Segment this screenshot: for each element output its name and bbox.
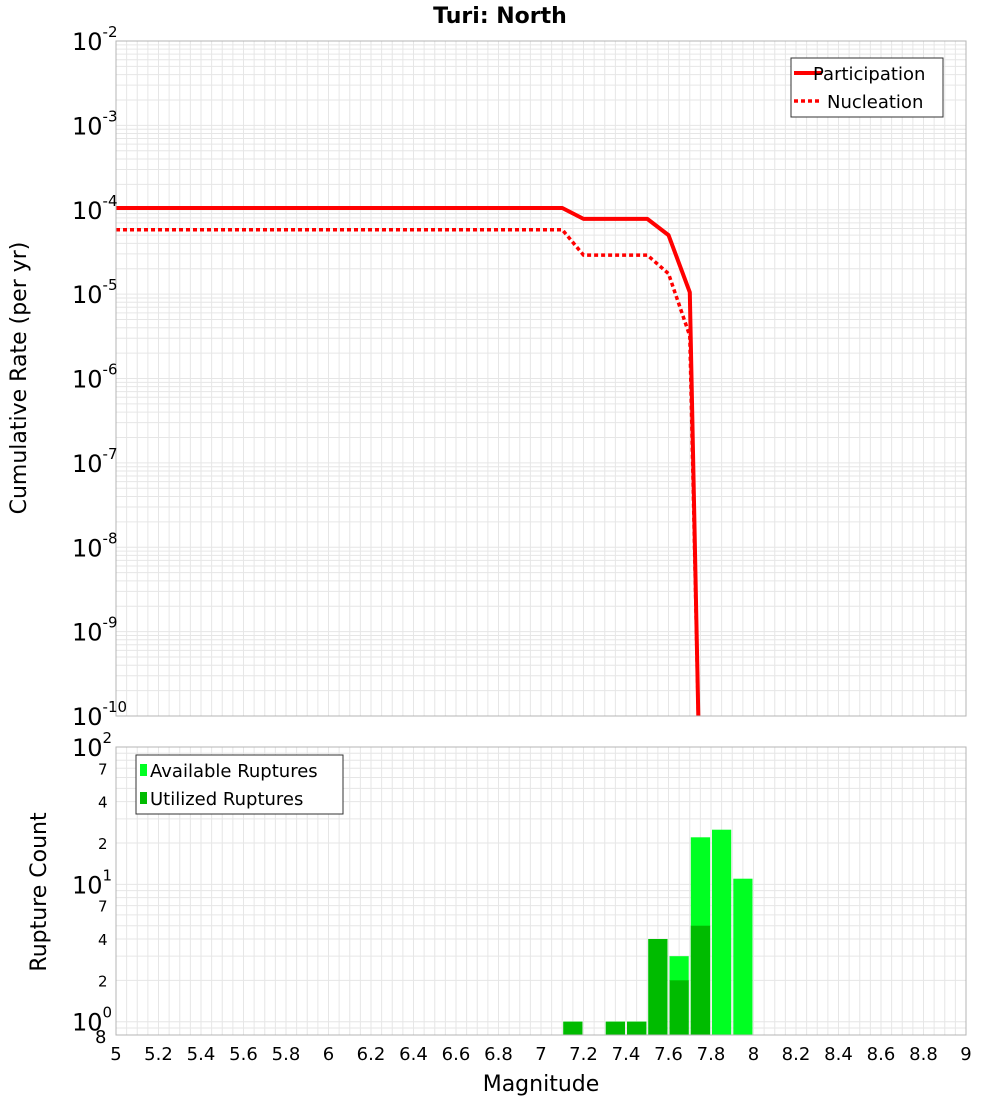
rate-y-tick-label: 10-2	[72, 23, 118, 56]
chart-title: Turi: North	[433, 4, 567, 29]
x-tick-label: 6.4	[399, 1044, 428, 1065]
count-y-minor-label: 2	[98, 835, 108, 853]
rate-legend-box	[790, 57, 944, 118]
rate-legend-label: Nucleation	[827, 92, 923, 113]
utilized-rupture-bar	[669, 980, 689, 1035]
x-tick-label: 8.8	[909, 1044, 938, 1065]
x-tick-label: 5.8	[272, 1044, 301, 1065]
x-tick-label: 5.6	[229, 1044, 258, 1065]
count-legend-swatch	[140, 792, 147, 804]
count-legend: Available Ruptures Utilized Ruptures	[135, 754, 344, 815]
utilized-rupture-bar	[605, 1021, 625, 1035]
x-tick-label: 6.6	[442, 1044, 471, 1065]
count-y-axis-title: Rupture Count	[27, 812, 52, 972]
rate-y-tick-label: 10-9	[72, 614, 118, 647]
x-tick-label: 9	[960, 1044, 971, 1065]
count-grid	[115, 747, 967, 1036]
rate-y-axis-title: Cumulative Rate (per yr)	[7, 242, 32, 515]
rate-y-tick-label: 10-3	[72, 107, 118, 140]
utilized-rupture-bar	[627, 1021, 647, 1035]
x-tick-label: 8.6	[867, 1044, 896, 1065]
count-legend-label: Utilized Ruptures	[150, 789, 303, 810]
count-legend-box	[135, 754, 344, 815]
count-y-minor-label: 7	[98, 760, 108, 778]
count-y-tick-label: 101	[72, 866, 112, 899]
count-legend-label: Available Ruptures	[150, 761, 318, 782]
utilized-rupture-bar	[563, 1021, 583, 1035]
x-tick-label: 8	[748, 1044, 759, 1065]
x-tick-label: 5	[110, 1044, 121, 1065]
x-tick-label: 6	[323, 1044, 334, 1065]
count-y-minor-label: 2	[98, 972, 108, 990]
count-plot: 100 101 102 8 2 4 7 2 4 7 5 5.2 5.4 5.6 5.8 6 6.2 6.4 6.6…	[27, 729, 972, 1097]
count-y-tick-label: 102	[72, 729, 112, 762]
x-tick-label: 7	[535, 1044, 546, 1065]
rate-y-ticks: 10-10 10-9 10-8 10-7 10-6 10-5 10-4 10-3 10-2	[72, 23, 127, 731]
rate-legend: Participation Nucleation	[790, 57, 944, 118]
x-axis-title: Magnitude	[483, 1072, 600, 1097]
nucleation-line	[116, 227, 701, 717]
x-tick-label: 8.4	[824, 1044, 853, 1065]
x-tick-label: 5.2	[144, 1044, 173, 1065]
rate-legend-label: Participation	[813, 64, 925, 85]
available-rupture-bar	[712, 829, 732, 1035]
x-tick-label: 7.2	[569, 1044, 598, 1065]
x-tick-label: 6.8	[484, 1044, 513, 1065]
count-legend-swatch	[140, 764, 147, 776]
count-y-minor-label: 4	[98, 794, 108, 812]
count-y-ticks: 100 101 102 8 2 4 7 2 4 7	[72, 729, 112, 1048]
count-plot-frame	[115, 746, 967, 1036]
count-y-minor-label: 7	[98, 898, 108, 916]
x-tick-label: 6.2	[357, 1044, 386, 1065]
participation-line	[116, 206, 701, 717]
rate-y-tick-label: 10-10	[72, 698, 127, 731]
count-y-minor-label: 4	[98, 931, 108, 949]
rate-y-tick-label: 10-6	[72, 361, 118, 394]
count-y-tick-label: 100	[72, 1004, 112, 1037]
rate-y-tick-label: 10-8	[72, 529, 118, 562]
x-tick-label: 8.2	[782, 1044, 811, 1065]
rate-plot-frame	[115, 40, 967, 717]
x-tick-label: 7.6	[654, 1044, 683, 1065]
x-tick-label: 7.4	[612, 1044, 641, 1065]
count-y-minor-label: 8	[95, 1027, 106, 1048]
x-tick-label: 7.8	[697, 1044, 726, 1065]
rate-y-tick-label: 10-4	[72, 192, 118, 225]
utilized-rupture-bar	[648, 939, 668, 1035]
rate-y-tick-label: 10-5	[72, 276, 118, 309]
rate-plot: 10-10 10-9 10-8 10-7 10-6 10-5 10-4 10-3 10-2 Cu…	[7, 23, 967, 731]
rate-y-tick-label: 10-7	[72, 445, 118, 478]
rate-grid	[115, 41, 967, 717]
x-tick-label: 5.4	[187, 1044, 216, 1065]
available-rupture-bar	[733, 878, 753, 1035]
rate-series	[116, 206, 701, 717]
utilized-rupture-bar	[690, 925, 711, 1035]
count-bars	[563, 829, 753, 1035]
x-ticks: 5 5.2 5.4 5.6 5.8 6 6.2 6.4 6.6 6.8 7 7.2 7.4 7.6 7.8 8…	[110, 1044, 971, 1065]
